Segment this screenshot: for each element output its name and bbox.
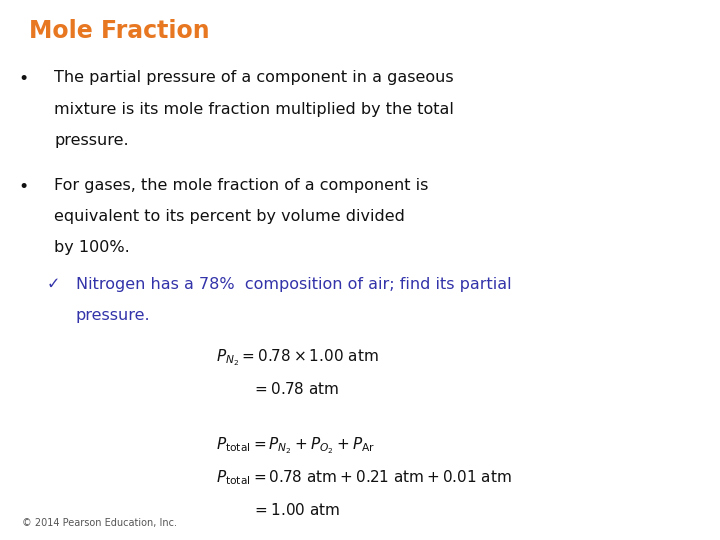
Text: $P_{\mathrm{total}} = 0.78 \text{ atm} + 0.21 \text{ atm} + 0.01 \text{ atm}$: $P_{\mathrm{total}} = 0.78 \text{ atm} +… (216, 469, 512, 488)
Text: Mole Fraction: Mole Fraction (29, 19, 210, 43)
Text: •: • (18, 178, 28, 195)
Text: © 2014 Pearson Education, Inc.: © 2014 Pearson Education, Inc. (22, 518, 176, 528)
Text: $= 1.00 \text{ atm}$: $= 1.00 \text{ atm}$ (252, 502, 341, 518)
Text: pressure.: pressure. (76, 308, 150, 323)
Text: For gases, the mole fraction of a component is: For gases, the mole fraction of a compon… (54, 178, 428, 193)
Text: pressure.: pressure. (54, 133, 129, 148)
Text: ✓: ✓ (47, 277, 60, 292)
Text: $P_{N_2} = 0.78 \times 1.00 \text{ atm}$: $P_{N_2} = 0.78 \times 1.00 \text{ atm}$ (216, 348, 379, 368)
Text: Nitrogen has a 78%  composition of air; find its partial: Nitrogen has a 78% composition of air; f… (76, 277, 511, 292)
Text: mixture is its mole fraction multiplied by the total: mixture is its mole fraction multiplied … (54, 102, 454, 117)
Text: •: • (18, 70, 28, 88)
Text: The partial pressure of a component in a gaseous: The partial pressure of a component in a… (54, 70, 454, 85)
Text: $P_{\mathrm{total}} = P_{N_2} + P_{O_2} + P_{\mathrm{Ar}}$: $P_{\mathrm{total}} = P_{N_2} + P_{O_2} … (216, 435, 375, 456)
Text: $= 0.78 \text{ atm}$: $= 0.78 \text{ atm}$ (252, 381, 339, 397)
Text: equivalent to its percent by volume divided: equivalent to its percent by volume divi… (54, 209, 405, 224)
Text: by 100%.: by 100%. (54, 240, 130, 255)
